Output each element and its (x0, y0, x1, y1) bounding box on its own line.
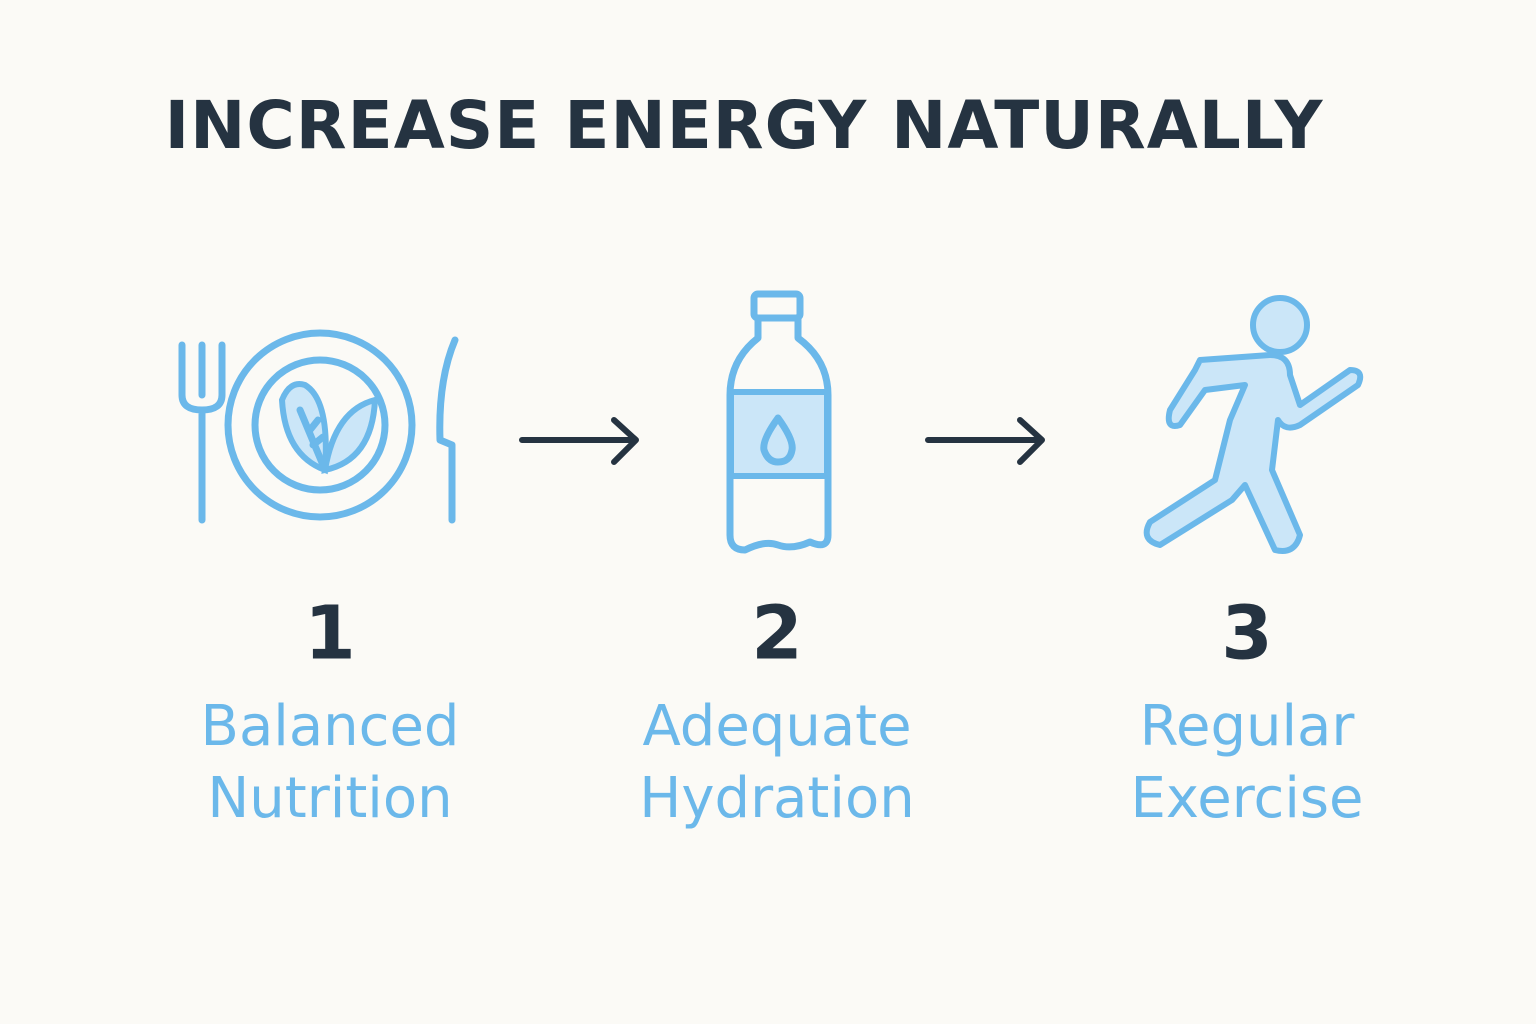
step-label: Exercise (1130, 766, 1363, 831)
arrow (519, 417, 639, 465)
step-number: 3 (1221, 591, 1273, 677)
step-label: Balanced (201, 694, 460, 759)
exercise-icon (1143, 295, 1364, 554)
hydration-icon (726, 290, 832, 554)
steps: 1 Balanced Nutrition 2 Adequate Hydration 3 Reg… (201, 591, 1364, 832)
nutrition-icon (178, 329, 459, 524)
step-number: 2 (751, 591, 803, 677)
step-label: Nutrition (207, 766, 452, 831)
step-number: 1 (304, 591, 356, 677)
step-label: Regular (1140, 694, 1356, 759)
title: INCREASE ENERGY NATURALLY (165, 87, 1324, 164)
step-label: Hydration (639, 766, 914, 831)
arrow (925, 417, 1045, 465)
step-label: Adequate (642, 694, 911, 759)
